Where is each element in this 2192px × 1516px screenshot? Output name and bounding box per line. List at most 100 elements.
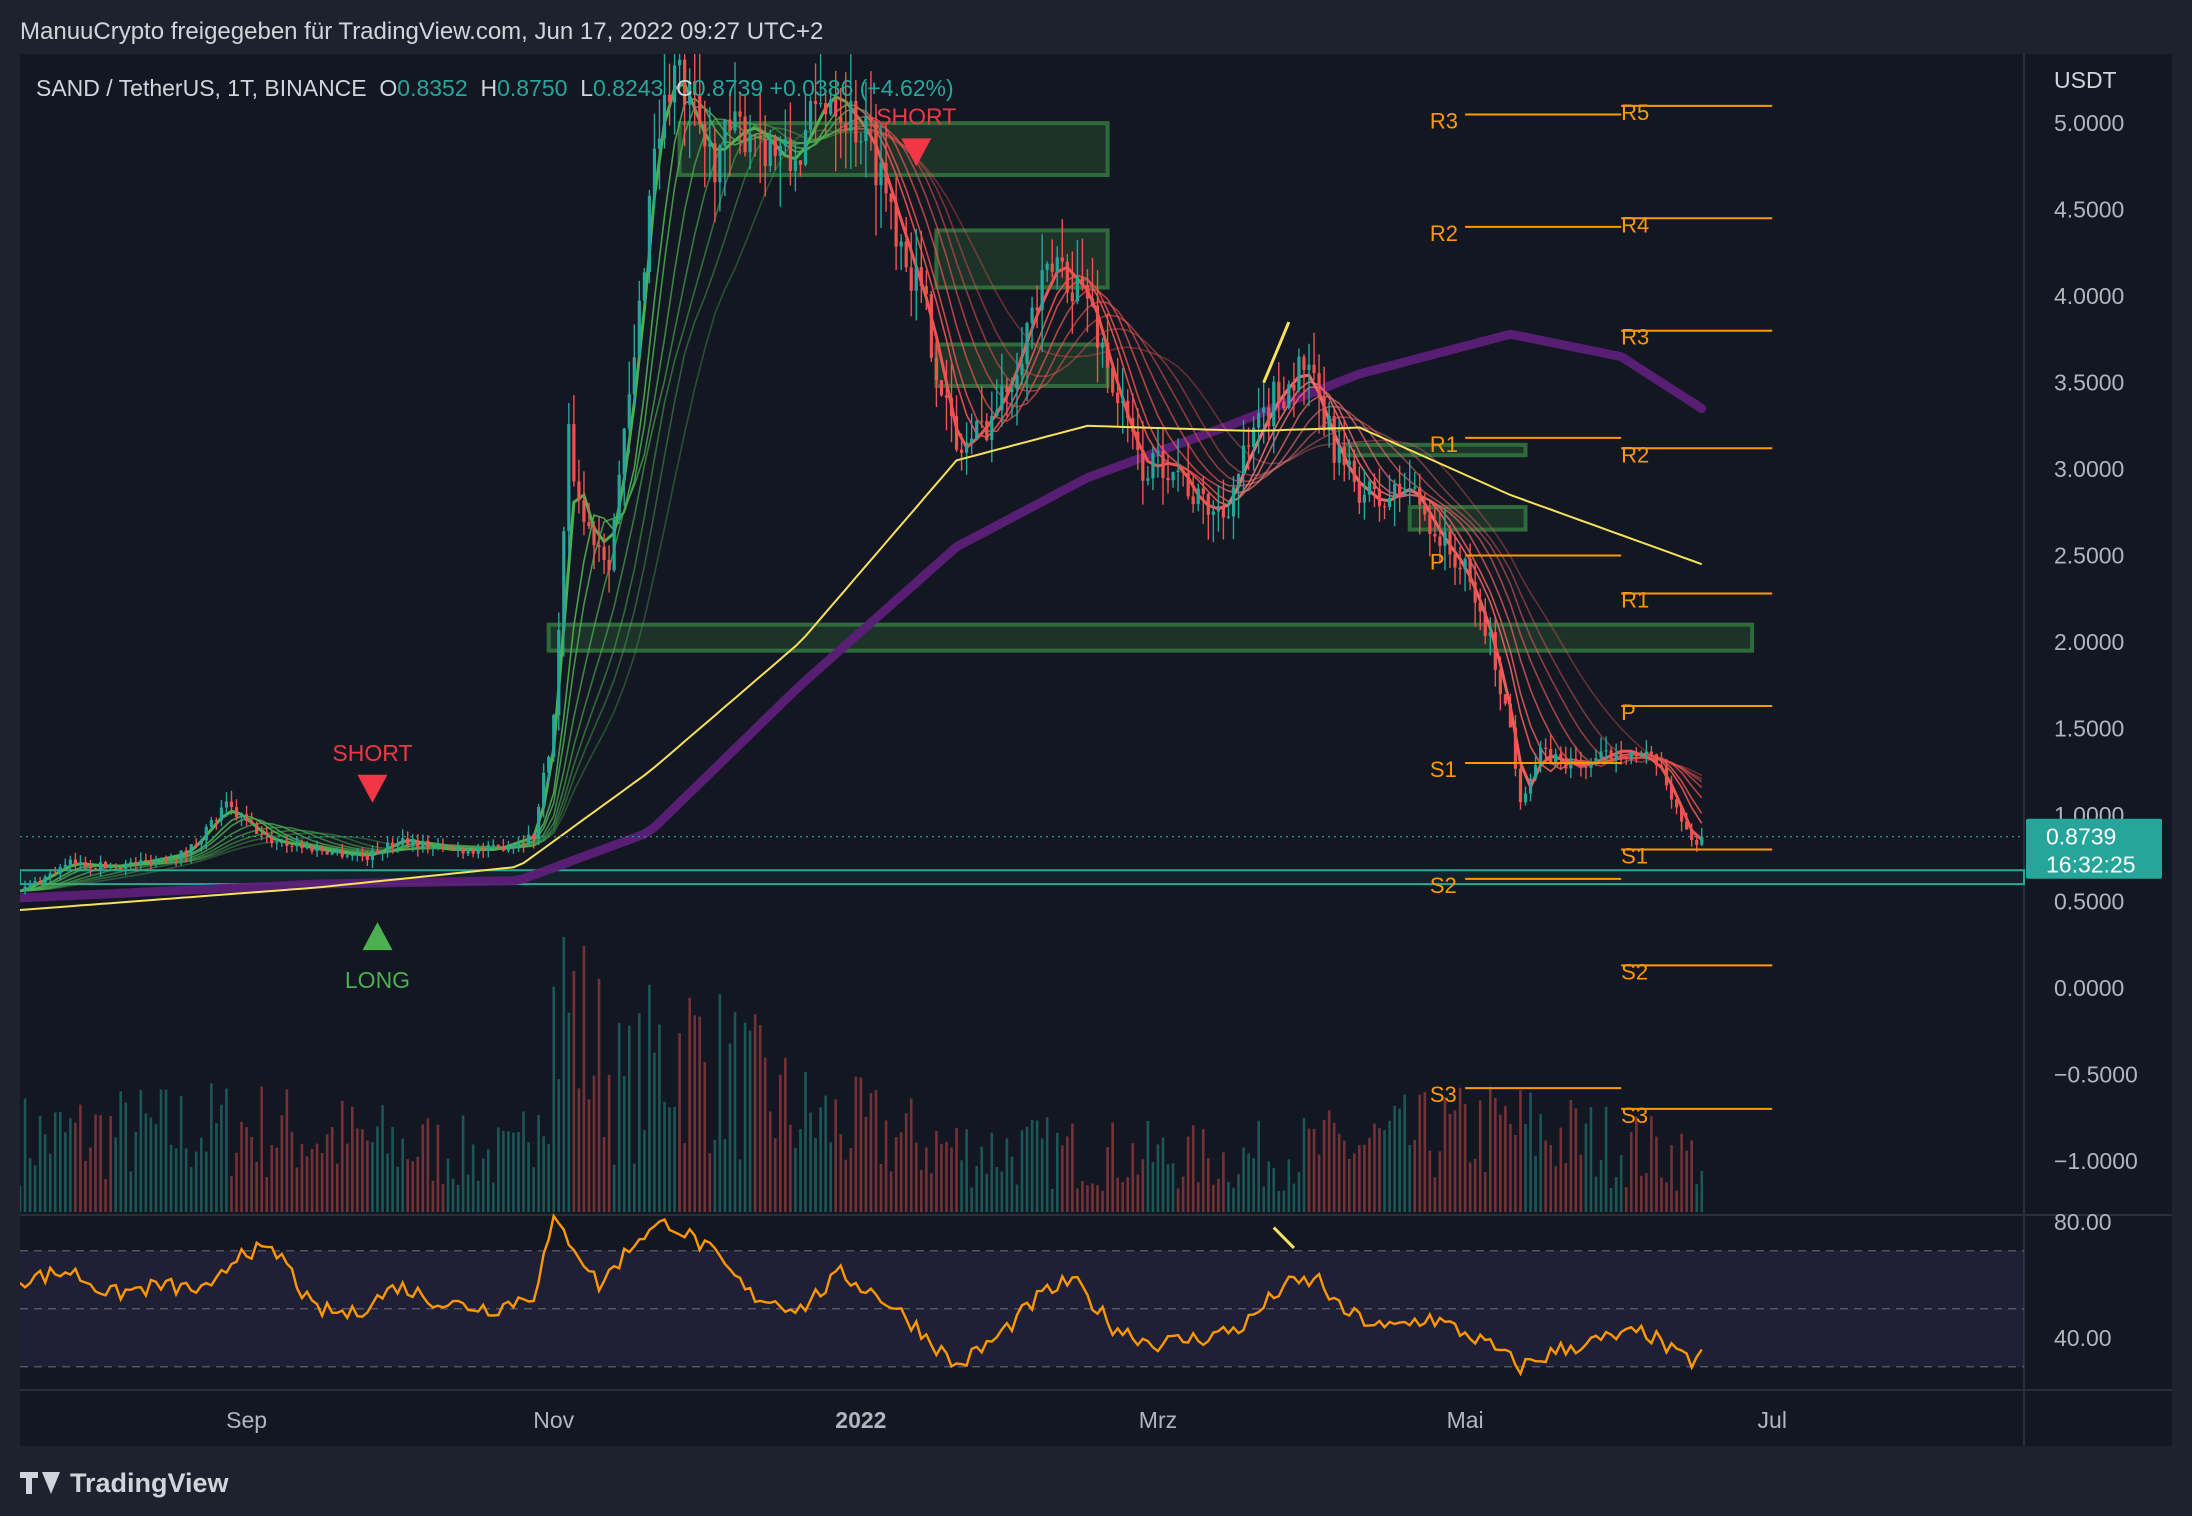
volume-bar (1363, 1144, 1366, 1212)
volume-bar (945, 1141, 948, 1212)
volume-bar (622, 1076, 626, 1212)
candle-body (1191, 496, 1195, 505)
volume-bar (723, 1139, 727, 1212)
volume-bar (1413, 1139, 1417, 1212)
candle-body (255, 823, 259, 834)
chart-svg[interactable]: R3 R2 R1 P S1 S2 S3 R5 R4 R3 R2 R1 P S1 S2 S3 SHORT LONG S… (20, 54, 2172, 1446)
price-axis: USDT 5.0000 4.5000 4.0000 3.5000 3.0000 2.5000… (2026, 67, 2162, 1174)
volume-bar (1640, 1175, 1643, 1212)
volume-bar (668, 1107, 671, 1212)
candle-body (1574, 758, 1578, 764)
price-tick-label: 0.0000 (2054, 975, 2124, 1001)
candle-body (1483, 611, 1487, 636)
candle-body (899, 241, 903, 247)
candle-body (63, 864, 67, 868)
volume-bar (381, 1105, 384, 1212)
pivot-label: R2 (1621, 442, 1649, 467)
candle-body (632, 357, 636, 395)
volume-bar (1005, 1138, 1009, 1212)
volume-bar (1050, 1188, 1054, 1212)
volume-bar (925, 1147, 928, 1212)
candle-body (1674, 799, 1679, 808)
volume-bar (612, 1164, 616, 1212)
volume-bar (1428, 1150, 1432, 1212)
candle-body (124, 863, 128, 870)
price-tick-label: −0.5000 (2054, 1061, 2138, 1087)
candle-body (310, 846, 314, 852)
volume-bar (1136, 1174, 1140, 1212)
candle-body (1700, 836, 1704, 845)
candle-body (683, 59, 687, 105)
tradingview-brand[interactable]: TradingView (20, 1466, 229, 1500)
candle-body (728, 119, 732, 131)
volume-bar (1302, 1117, 1306, 1212)
volume-bar (1207, 1158, 1210, 1212)
volume-bar (461, 1115, 465, 1212)
pivot-label: S3 (1621, 1103, 1648, 1128)
volume-bar (1141, 1159, 1145, 1212)
legend-l-label: L (580, 75, 593, 101)
moving-average-slow (20, 329, 1707, 903)
volume-bar (1443, 1097, 1447, 1212)
candle-body (1639, 753, 1643, 757)
volume-bar (74, 1122, 77, 1212)
candle-body (1584, 766, 1588, 768)
volume-bar (1010, 1156, 1014, 1212)
candle-body (481, 848, 485, 851)
volume-bar (1146, 1121, 1150, 1212)
volume-bar (1116, 1177, 1119, 1212)
legend-c-label: C (676, 75, 693, 101)
candle-body (1669, 785, 1674, 800)
volume-bar (1584, 1123, 1588, 1212)
candle-body (1161, 451, 1165, 478)
rsi-tick-label: 40.00 (2054, 1325, 2112, 1351)
candle-body (1549, 749, 1553, 764)
candle-body (244, 814, 249, 821)
candle-body (1010, 388, 1014, 393)
volume-bar (58, 1111, 62, 1212)
candle-body (1045, 263, 1049, 271)
candle-body (627, 394, 631, 429)
candle-body (1095, 305, 1100, 348)
volume-bar (1403, 1094, 1406, 1212)
price-tag-value: 0.8739 (2046, 824, 2116, 850)
candle-body (33, 880, 37, 885)
candle-body (597, 545, 601, 547)
candle-body (370, 850, 375, 860)
candle-body (793, 160, 798, 171)
chart-area[interactable]: R3 R2 R1 P S1 S2 S3 R5 R4 R3 R2 R1 P S1 S2 S3 SHORT LONG S… (20, 54, 2172, 1446)
demand-zone (1407, 505, 1528, 532)
long-signal: LONG (345, 922, 410, 993)
volume-bar (1020, 1130, 1024, 1212)
volume-bar (728, 1043, 732, 1212)
candle-body (290, 845, 294, 847)
volume-bar (1282, 1190, 1286, 1212)
candle-body (406, 838, 410, 846)
candle-body (154, 860, 158, 865)
volume-bar (703, 1061, 707, 1212)
candle-body (854, 100, 858, 143)
volume-bar (1398, 1108, 1401, 1212)
candle-body (506, 846, 511, 851)
candle-body (537, 806, 541, 840)
volume-bar (1342, 1140, 1346, 1212)
candle-body (1559, 754, 1563, 760)
volume-bar (376, 1126, 379, 1212)
candle-body (103, 862, 108, 869)
volume-bar (738, 1159, 742, 1212)
candle-body (1292, 384, 1296, 391)
candle-body (355, 854, 359, 856)
candle-body (647, 195, 651, 273)
candle-body (1131, 418, 1135, 432)
volume-bar (779, 1074, 782, 1212)
volume-bar (693, 1015, 697, 1212)
volume-bar (89, 1147, 92, 1212)
pivot-label: S1 (1621, 843, 1648, 868)
ema-ribbon-line (20, 106, 1703, 892)
candle-body (1040, 270, 1044, 311)
candle-body (1403, 490, 1407, 496)
volume-bar (1463, 1103, 1467, 1212)
volume-bar (653, 1052, 656, 1212)
tradingview-logo-icon (20, 1472, 60, 1494)
candle-body (1151, 453, 1155, 479)
